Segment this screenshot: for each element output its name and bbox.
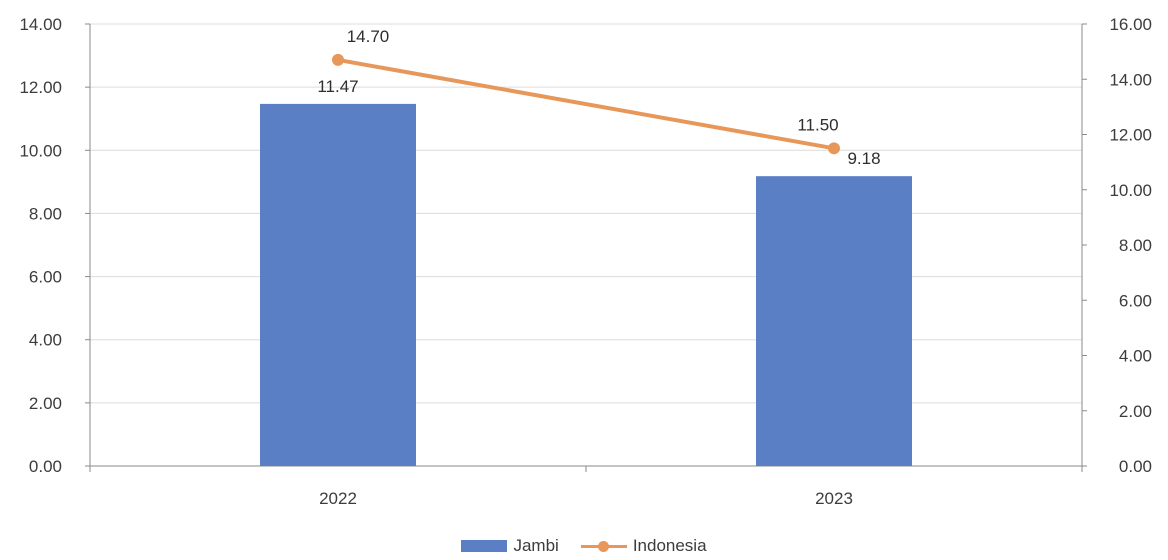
y-tick-label-left: 10.00 bbox=[19, 141, 62, 160]
bar-jambi bbox=[260, 103, 416, 466]
y-tick-label-right: 14.00 bbox=[1109, 70, 1152, 89]
y-tick-label-left: 0.00 bbox=[29, 457, 62, 476]
y-tick-label-right: 8.00 bbox=[1119, 236, 1152, 255]
y-tick-label-right: 16.00 bbox=[1109, 15, 1152, 34]
data-label-jambi: 11.47 bbox=[317, 77, 358, 96]
line-indonesia bbox=[336, 57, 836, 151]
legend-item-indonesia: Indonesia bbox=[580, 536, 707, 556]
y-tick-label-left: 2.00 bbox=[29, 394, 62, 413]
x-tick-label: 2023 bbox=[815, 489, 853, 508]
y-tick-label-right: 2.00 bbox=[1119, 402, 1152, 421]
point-indonesia bbox=[332, 53, 344, 66]
y-tick-label-left: 4.00 bbox=[29, 331, 62, 350]
y-tick-label-right: 10.00 bbox=[1109, 181, 1152, 200]
y-tick-label-right: 0.00 bbox=[1119, 457, 1152, 476]
legend-label-jambi: Jambi bbox=[513, 536, 559, 555]
data-label-indonesia: 14.70 bbox=[347, 27, 390, 46]
data-label-indonesia: 11.50 bbox=[797, 115, 838, 134]
legend-item-jambi: Jambi bbox=[461, 536, 559, 556]
y-tick-label-left: 6.00 bbox=[29, 268, 62, 287]
bar-jambi bbox=[756, 176, 912, 466]
x-tick-label: 2022 bbox=[319, 489, 357, 508]
y-tick-label-right: 4.00 bbox=[1119, 347, 1152, 366]
y-tick-label-left: 8.00 bbox=[29, 204, 62, 223]
data-label-jambi: 9.18 bbox=[847, 149, 880, 168]
y-tick-label-left: 14.00 bbox=[19, 15, 62, 34]
legend-swatch-jambi bbox=[461, 540, 508, 552]
legend-swatch-indonesia bbox=[580, 540, 627, 552]
point-indonesia bbox=[828, 142, 840, 155]
y-tick-label-left: 12.00 bbox=[19, 78, 62, 97]
y-tick-label-right: 6.00 bbox=[1119, 291, 1152, 310]
legend-label-indonesia: Indonesia bbox=[632, 536, 707, 555]
legend: Jambi Indonesia bbox=[0, 536, 1168, 556]
y-tick-label-right: 12.00 bbox=[1109, 126, 1152, 145]
